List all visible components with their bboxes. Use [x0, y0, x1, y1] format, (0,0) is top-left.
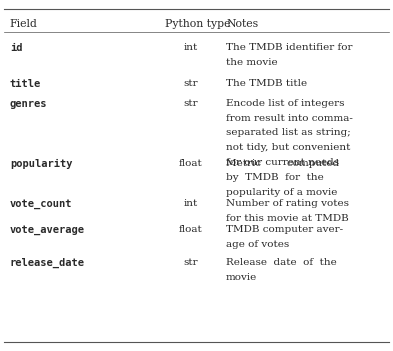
Text: float: float: [179, 225, 202, 234]
Text: Number of rating votes: Number of rating votes: [226, 199, 349, 208]
Text: popularity: popularity: [10, 159, 72, 169]
Text: the movie: the movie: [226, 58, 277, 67]
Text: for our current needs: for our current needs: [226, 158, 339, 167]
Text: for this movie at TMDB: for this movie at TMDB: [226, 214, 349, 223]
Text: str: str: [183, 79, 198, 88]
Text: not tidy, but convenient: not tidy, but convenient: [226, 143, 350, 152]
Text: Notes: Notes: [226, 19, 258, 29]
Text: int: int: [184, 199, 198, 208]
Text: title: title: [10, 79, 41, 89]
Text: genres: genres: [10, 99, 47, 109]
Text: Release  date  of  the: Release date of the: [226, 258, 337, 267]
Text: float: float: [179, 159, 202, 168]
Text: separated list as string;: separated list as string;: [226, 128, 351, 138]
Text: The TMDB identifier for: The TMDB identifier for: [226, 43, 353, 52]
Text: by  TMDB  for  the: by TMDB for the: [226, 173, 324, 183]
Text: Python type: Python type: [165, 19, 231, 29]
Text: The TMDB title: The TMDB title: [226, 79, 307, 88]
Text: vote_average: vote_average: [10, 225, 85, 235]
Text: str: str: [183, 258, 198, 267]
Text: from result into comma-: from result into comma-: [226, 114, 353, 123]
Text: str: str: [183, 99, 198, 108]
Text: movie: movie: [226, 273, 257, 282]
Text: release_date: release_date: [10, 258, 85, 268]
Text: popularity of a movie: popularity of a movie: [226, 188, 337, 197]
Text: Field: Field: [10, 19, 38, 29]
Text: id: id: [10, 43, 22, 53]
Text: age of votes: age of votes: [226, 240, 289, 249]
Text: Encode list of integers: Encode list of integers: [226, 99, 345, 108]
Text: TMDB computer aver-: TMDB computer aver-: [226, 225, 343, 234]
Text: Metric        computed: Metric computed: [226, 159, 339, 168]
Text: vote_count: vote_count: [10, 199, 72, 209]
Text: int: int: [184, 43, 198, 52]
